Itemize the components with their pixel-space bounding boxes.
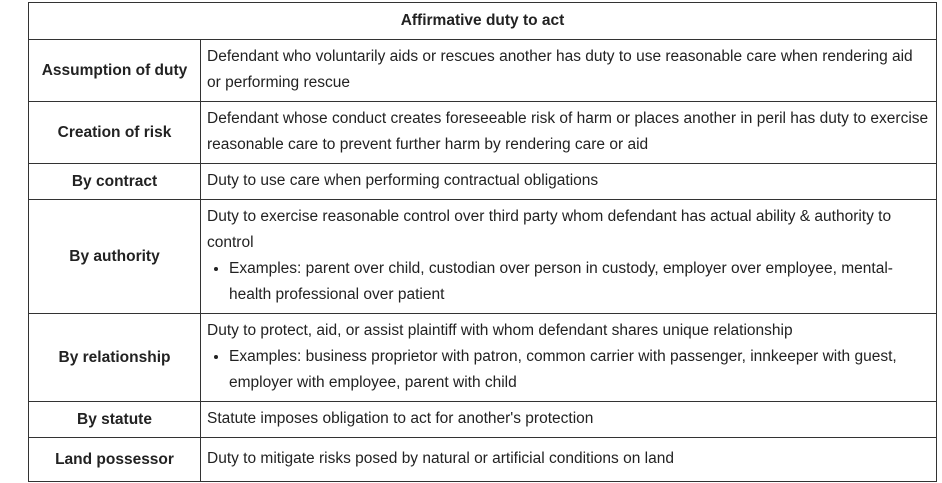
row-description: Duty to mitigate risks posed by natural … — [199, 437, 938, 482]
row-label: By relationship — [28, 313, 201, 402]
list-item: Examples: parent over child, custodian o… — [229, 256, 930, 308]
row-description: Defendant who voluntarily aids or rescue… — [199, 39, 938, 102]
row-description: Defendant whose conduct creates foreseea… — [199, 101, 938, 164]
row-description: Duty to exercise reasonable control over… — [207, 208, 892, 251]
table-row: By relationship Duty to protect, aid, or… — [28, 313, 938, 402]
row-description: Duty to use care when performing contrac… — [199, 163, 938, 200]
examples-list: Examples: business proprietor with patro… — [207, 344, 930, 396]
table-title: Affirmative duty to act — [27, 2, 938, 40]
examples-list: Examples: parent over child, custodian o… — [207, 256, 930, 308]
row-description: Statute imposes obligation to act for an… — [199, 401, 938, 438]
list-item: Examples: business proprietor with patro… — [229, 344, 930, 396]
row-label: By statute — [28, 401, 201, 438]
row-description: Duty to protect, aid, or assist plaintif… — [207, 322, 793, 339]
row-label: By contract — [28, 163, 201, 200]
row-label: Land possessor — [28, 437, 201, 482]
table-row: By authority Duty to exercise reasonable… — [28, 199, 938, 314]
table-row: Assumption of duty Defendant who volunta… — [28, 39, 938, 102]
row-description-cell: Duty to exercise reasonable control over… — [199, 199, 938, 314]
row-description-cell: Duty to protect, aid, or assist plaintif… — [199, 313, 938, 402]
table-row: By statute Statute imposes obligation to… — [28, 401, 938, 438]
table-row: By contract Duty to use care when perfor… — [28, 163, 938, 200]
table-row: Land possessor Duty to mitigate risks po… — [28, 437, 938, 482]
affirmative-duty-table: Affirmative duty to act Assumption of du… — [27, 2, 938, 482]
table-row: Creation of risk Defendant whose conduct… — [28, 101, 938, 164]
table-container: Affirmative duty to act Assumption of du… — [27, 2, 938, 482]
table-header-row: Affirmative duty to act — [27, 2, 938, 40]
row-label: By authority — [28, 199, 201, 314]
row-label: Assumption of duty — [28, 39, 201, 102]
row-label: Creation of risk — [28, 101, 201, 164]
